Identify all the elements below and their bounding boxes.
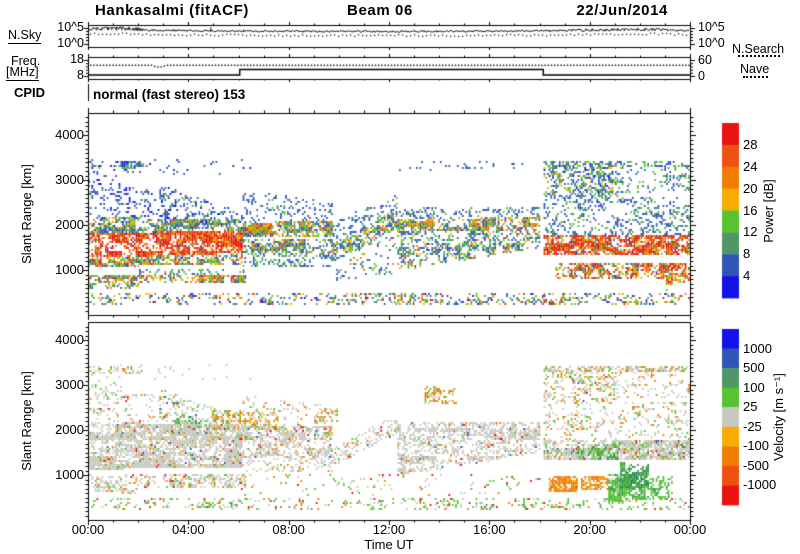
- velocity-colorbar-label: -1000: [743, 477, 777, 493]
- nave-label: Nave: [740, 62, 770, 76]
- nsearch-linestyle-icon: [738, 54, 780, 57]
- power-colorbar-title: Power [dB]: [761, 179, 777, 243]
- power-ytick-label: 4000: [55, 127, 84, 142]
- time-tick-label: 00:00: [71, 522, 105, 537]
- velocity-colorbar-title: Velocity [m s⁻¹]: [771, 373, 787, 461]
- power-ytick-label: 3000: [55, 172, 84, 187]
- time-tick-label: 16:00: [473, 522, 506, 537]
- cpid-label: CPID: [14, 85, 46, 100]
- power-panel-ylabel: Slant Range [km]: [19, 164, 35, 264]
- nave-linestyle-icon: [743, 75, 768, 78]
- power-colorbar-label: 8: [743, 246, 751, 262]
- power-colorbar-label: 4: [743, 268, 751, 284]
- velocity-ytick-label: 4000: [55, 332, 84, 347]
- power-colorbar-label: 12: [743, 224, 758, 240]
- nsky-right-tick-label: 10^0: [698, 36, 725, 50]
- time-tick-label: 20:00: [573, 522, 606, 537]
- velocity-ytick-label: 2000: [55, 422, 84, 437]
- nsky-label: N.Sky: [8, 28, 42, 45]
- power-colorbar-label: 16: [743, 202, 758, 218]
- freq-label: Freq.: [11, 54, 41, 68]
- freq-right-tick-label: 0: [698, 69, 705, 83]
- velocity-colorbar-label: 100: [743, 379, 765, 395]
- velocity-colorbar-label: -100: [743, 438, 770, 454]
- time-tick-label: 08:00: [272, 522, 305, 537]
- time-axis-label: Time UT: [364, 537, 414, 552]
- velocity-panel-ylabel: Slant Range [km]: [19, 371, 35, 471]
- time-tick-label: 00:00: [673, 522, 707, 537]
- freq-right-tick-label: 60: [698, 53, 712, 67]
- power-ytick-label: 2000: [55, 217, 84, 232]
- velocity-colorbar-label: -25: [743, 418, 762, 434]
- beam-label: Beam 06: [347, 2, 413, 19]
- cpid-value: normal (fast stereo) 153: [93, 87, 246, 102]
- mhz-label: [MHz]: [6, 65, 39, 82]
- power-colorbar-label: 28: [743, 136, 758, 152]
- date-label: 22/Jun/2014: [576, 2, 668, 19]
- power-colorbar-label: 24: [743, 158, 758, 174]
- time-tick-label: 04:00: [172, 522, 205, 537]
- velocity-colorbar-label: 25: [743, 399, 758, 415]
- nsky-left-tick-label: 10^0: [57, 36, 84, 50]
- velocity-colorbar-label: 1000: [743, 340, 772, 356]
- velocity-ytick-label: 3000: [55, 377, 84, 392]
- nsearch-label: N.Search: [732, 42, 785, 56]
- time-tick-label: 12:00: [372, 522, 406, 537]
- nsky-right-tick-label: 10^5: [698, 20, 725, 34]
- freq-left-tick-label: 18: [70, 52, 84, 66]
- velocity-colorbar-label: 500: [743, 360, 765, 376]
- velocity-colorbar-label: -500: [743, 457, 770, 473]
- power-colorbar-label: 20: [743, 180, 758, 196]
- nsky-left-tick-label: 10^5: [57, 20, 84, 34]
- velocity-ytick-label: 1000: [55, 467, 84, 482]
- freq-left-tick-label: 8: [77, 68, 84, 82]
- power-ytick-label: 1000: [55, 262, 84, 277]
- page-title: Hankasalmi (fitACF): [95, 2, 249, 19]
